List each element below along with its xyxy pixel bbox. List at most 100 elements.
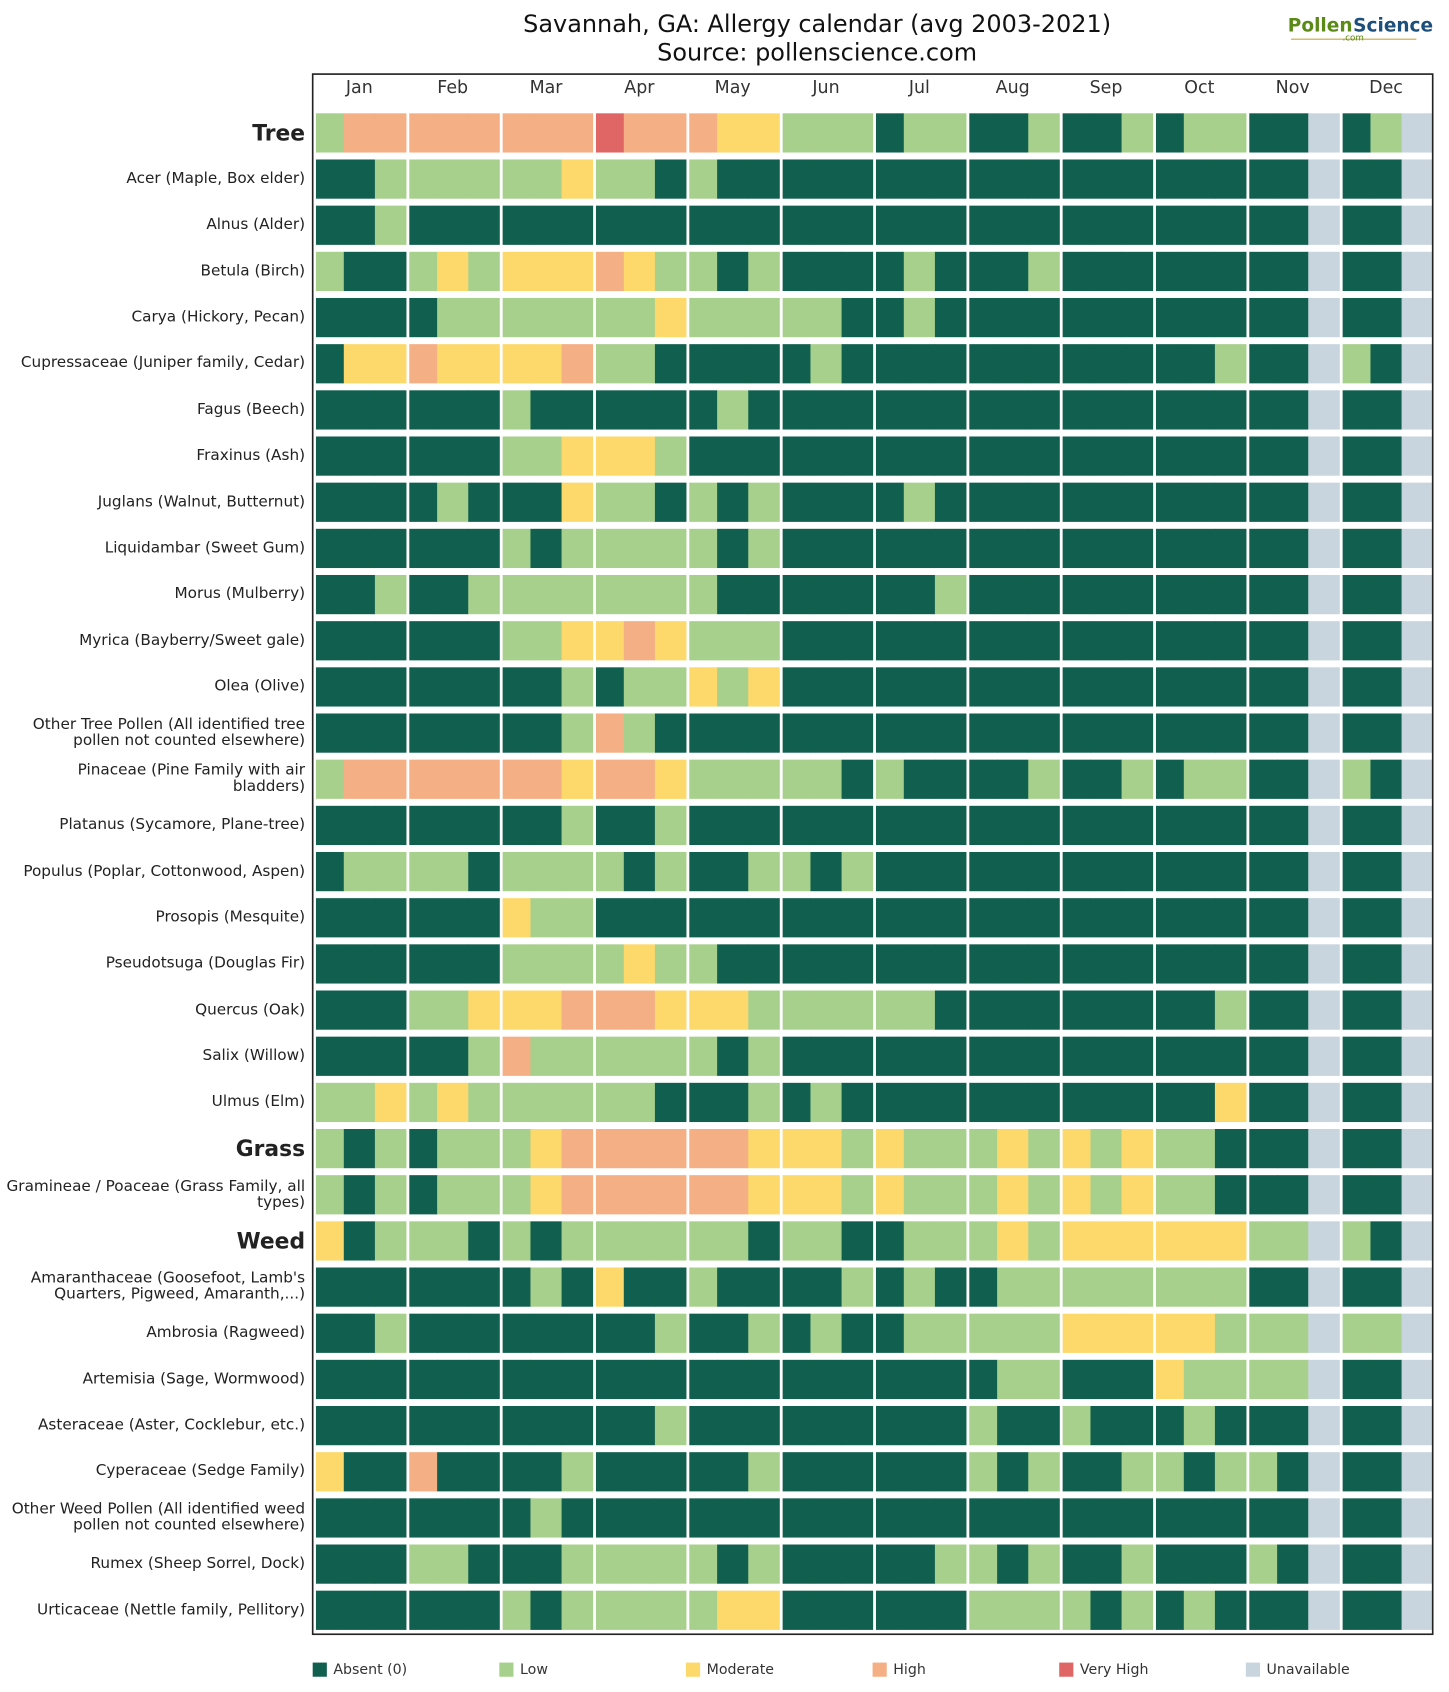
cell [1183,1036,1216,1076]
cell [1277,1175,1309,1215]
cell [875,159,905,199]
cell [689,390,718,430]
cell [654,1221,687,1261]
cell [969,944,998,984]
cell [437,1590,469,1630]
cell [343,251,376,292]
cell [468,251,500,292]
cell [1028,1590,1060,1630]
cell [1155,1267,1185,1307]
cell [810,390,843,430]
cell [934,851,967,892]
cell [1028,1128,1060,1169]
cell [903,436,936,476]
cell [1370,898,1403,938]
cell [409,390,438,430]
cell [1121,528,1154,569]
cell [1155,667,1185,707]
cell [530,898,563,938]
cell [374,1175,407,1215]
cell [468,1405,500,1446]
cell [595,528,625,569]
cell [1370,297,1403,338]
cell [1370,1590,1403,1630]
cell [468,113,500,153]
cell [530,1452,563,1492]
cell [1183,297,1216,338]
cell [1249,1267,1278,1307]
cell [1028,436,1060,476]
legend-swatch [1059,1662,1074,1677]
cell [1155,574,1185,615]
cell [502,805,531,846]
cell [1401,297,1434,338]
cell [374,805,407,846]
cell [1370,1544,1403,1584]
cell [1401,1221,1434,1261]
cell [1277,898,1309,938]
cell [1028,205,1060,245]
cell [969,436,998,476]
cell [409,113,438,153]
cell [1121,713,1154,753]
cell [502,159,531,199]
cell [997,805,1029,846]
cell [997,436,1029,476]
cell [374,1452,407,1492]
cell [1090,1175,1123,1215]
cell [1249,1313,1278,1353]
cell [1308,990,1340,1030]
cell [1214,344,1247,384]
cell [561,528,594,569]
cell [315,667,345,707]
cell [997,1498,1029,1538]
cell [502,621,531,661]
cell [748,574,780,615]
cell [374,205,407,245]
cell [1183,1498,1216,1538]
row-label: Morus (Mulberry) [174,585,306,603]
cell [1028,990,1060,1030]
cell [561,759,594,799]
cell [654,205,687,245]
cell [934,667,967,707]
cell [437,1175,469,1215]
cell [717,1452,749,1492]
cell [689,528,718,569]
cell [437,1221,469,1261]
cell [1214,297,1247,338]
cell [810,1590,843,1630]
cell [437,1082,469,1123]
cell [1121,113,1154,153]
chart-subtitle: Source: pollenscience.com [657,38,977,66]
cell [595,1036,625,1076]
cell [841,482,874,522]
cell [530,621,563,661]
cell [689,251,718,292]
cell [1155,1082,1185,1123]
row-label: Asteraceae (Aster, Cocklebur, etc.) [37,1416,306,1434]
cell [689,113,718,153]
cell [1342,621,1371,661]
cell [502,1036,531,1076]
cell [875,297,905,338]
cell [810,1359,843,1400]
cell [782,1313,811,1353]
cell [1121,1036,1154,1076]
cell [1342,1590,1371,1630]
cell [1249,898,1278,938]
cell [997,1082,1029,1123]
cell [1028,1036,1060,1076]
cell [1249,574,1278,615]
cell [315,528,345,569]
cell [934,713,967,753]
cell [530,528,563,569]
cell [437,113,469,153]
cell [654,528,687,569]
cell [595,1313,625,1353]
cell [969,1313,998,1353]
cell [1090,390,1123,430]
cell [969,205,998,245]
cell [409,344,438,384]
row-label: Gramineae / Poaceae (Grass Family, all t… [6,1177,306,1212]
